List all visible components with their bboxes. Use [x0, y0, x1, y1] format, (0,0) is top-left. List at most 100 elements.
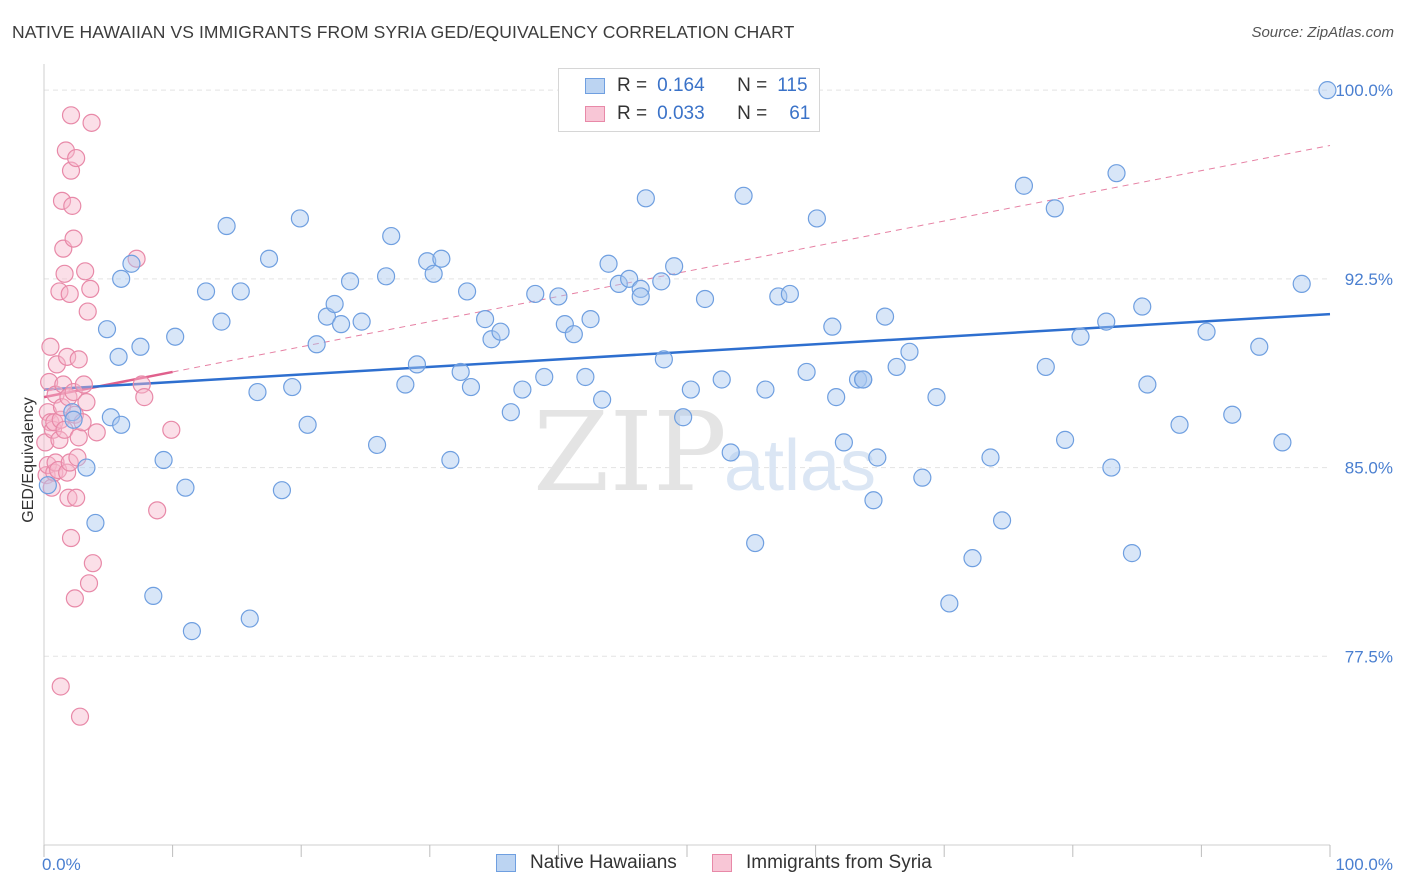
syria-point	[77, 393, 96, 412]
syria-point	[83, 554, 102, 573]
syria-point	[47, 355, 66, 374]
watermark-zip: ZIP	[533, 388, 727, 516]
hawaiian-point	[927, 388, 946, 407]
series-swatch-blue	[496, 854, 516, 872]
x-tick-labels: 0.0% 100.0%	[42, 855, 1393, 874]
hawaiian-point	[1102, 458, 1121, 477]
syria-point	[61, 106, 81, 125]
syria-point	[63, 196, 82, 215]
hawaiian-point	[1122, 544, 1142, 563]
legend-r-label: R =	[617, 75, 648, 96]
syria-point	[61, 528, 81, 548]
hawaiian-point	[963, 549, 982, 568]
x-tick-label: 100.0%	[1335, 855, 1393, 874]
hawaiian-point	[652, 272, 671, 291]
syria-point	[69, 428, 88, 447]
hawaiian-point	[620, 269, 639, 288]
hawaiian-point	[797, 362, 816, 382]
hawaiian-point	[513, 380, 532, 399]
hawaiian-point	[848, 370, 868, 389]
syria-point	[76, 262, 95, 281]
syria-point	[162, 420, 181, 439]
syria-point	[67, 488, 86, 507]
hawaiian-point	[827, 388, 846, 407]
hawaiian-point	[182, 622, 201, 641]
hawaiian-point	[780, 284, 799, 304]
chart-title: NATIVE HAWAIIAN VS IMMIGRANTS FROM SYRIA…	[12, 22, 795, 42]
hawaiian-point	[86, 513, 105, 533]
hawaiian-point	[807, 209, 826, 228]
syria-point	[64, 229, 83, 248]
series-label-hawaiian: Native Hawaiians	[530, 852, 677, 873]
hawaiian-point	[64, 410, 83, 429]
hawaiian-point	[576, 367, 595, 387]
hawaiian-point	[367, 435, 387, 455]
y-tick-label: 77.5%	[1345, 647, 1393, 666]
syria-point	[60, 284, 79, 304]
hawaiian-point	[38, 476, 57, 495]
y-tick-label: 92.5%	[1345, 270, 1393, 289]
hawaiian-point	[654, 350, 673, 369]
syria-point	[52, 191, 72, 210]
hawaiian-point	[396, 375, 415, 394]
hawaiian-point	[212, 312, 231, 331]
hawaiian-point	[491, 322, 510, 341]
hawaiian-point	[382, 226, 401, 246]
legend-row-syria: R = 0.033 N = 61	[585, 101, 810, 127]
hawaiian-point	[695, 289, 715, 309]
hawaiian-point	[259, 249, 279, 268]
hawaiian-point	[900, 342, 919, 361]
hawaiian-point	[217, 216, 236, 236]
hawaiian-point	[1223, 405, 1242, 424]
syria-point	[67, 148, 86, 168]
series-label-syria: Immigrants from Syria	[746, 852, 932, 873]
hawaiian-point	[1055, 430, 1075, 449]
axes	[43, 64, 1331, 857]
legend-swatch-blue	[585, 78, 605, 94]
hawaiian-point	[196, 282, 216, 301]
series-swatch-pink	[712, 854, 732, 872]
syria-point	[58, 347, 77, 366]
hawaiian-points	[38, 81, 1337, 641]
y-tick-label: 100.0%	[1335, 81, 1393, 100]
hawaiian-point	[283, 377, 302, 397]
syria-trend-extension	[172, 144, 1331, 373]
hawaiian-point	[1170, 415, 1189, 434]
hawaiian-point	[609, 274, 628, 293]
syria-trend	[43, 144, 1331, 399]
hawaiian-point	[77, 458, 96, 477]
hawaiian-point	[875, 307, 895, 326]
syria-point	[81, 279, 100, 299]
hawaiian-point	[854, 370, 873, 389]
hawaiian-point	[1292, 274, 1311, 293]
hawaiian-point	[131, 337, 150, 356]
hawaiian-point	[340, 272, 360, 291]
hawaiian-point	[1014, 176, 1034, 195]
hawaiian-point	[535, 367, 554, 387]
hawaiian-point	[864, 491, 883, 510]
syria-point	[64, 382, 83, 402]
hawaiian-point	[887, 357, 906, 377]
hawaiian-point	[407, 355, 427, 374]
hawaiian-point	[769, 287, 788, 306]
syria-point	[74, 375, 93, 394]
syria-point	[55, 264, 74, 283]
syria-point	[50, 430, 69, 449]
hawaiian-point	[1318, 81, 1337, 100]
legend-r-value: 0.164	[657, 75, 705, 96]
legend-r-label: R =	[617, 103, 648, 124]
legend-row-hawaiian: R = 0.164 N = 115	[585, 73, 808, 99]
hawaiian-point	[231, 282, 250, 301]
hawaiian-point	[112, 415, 131, 434]
syria-point	[55, 420, 74, 439]
hawaiian-point	[307, 335, 326, 354]
hawaiian-point	[868, 448, 887, 467]
hawaiian-point	[154, 450, 173, 470]
hawaiian-point	[298, 415, 317, 434]
legend: R = 0.164 N = 115 R = 0.033 N = 61	[558, 68, 820, 132]
hawaiian-point	[101, 408, 120, 427]
hawaiian-point	[756, 380, 775, 399]
hawaiian-trend-line	[43, 312, 1331, 391]
hawaiian-point	[1097, 312, 1116, 331]
